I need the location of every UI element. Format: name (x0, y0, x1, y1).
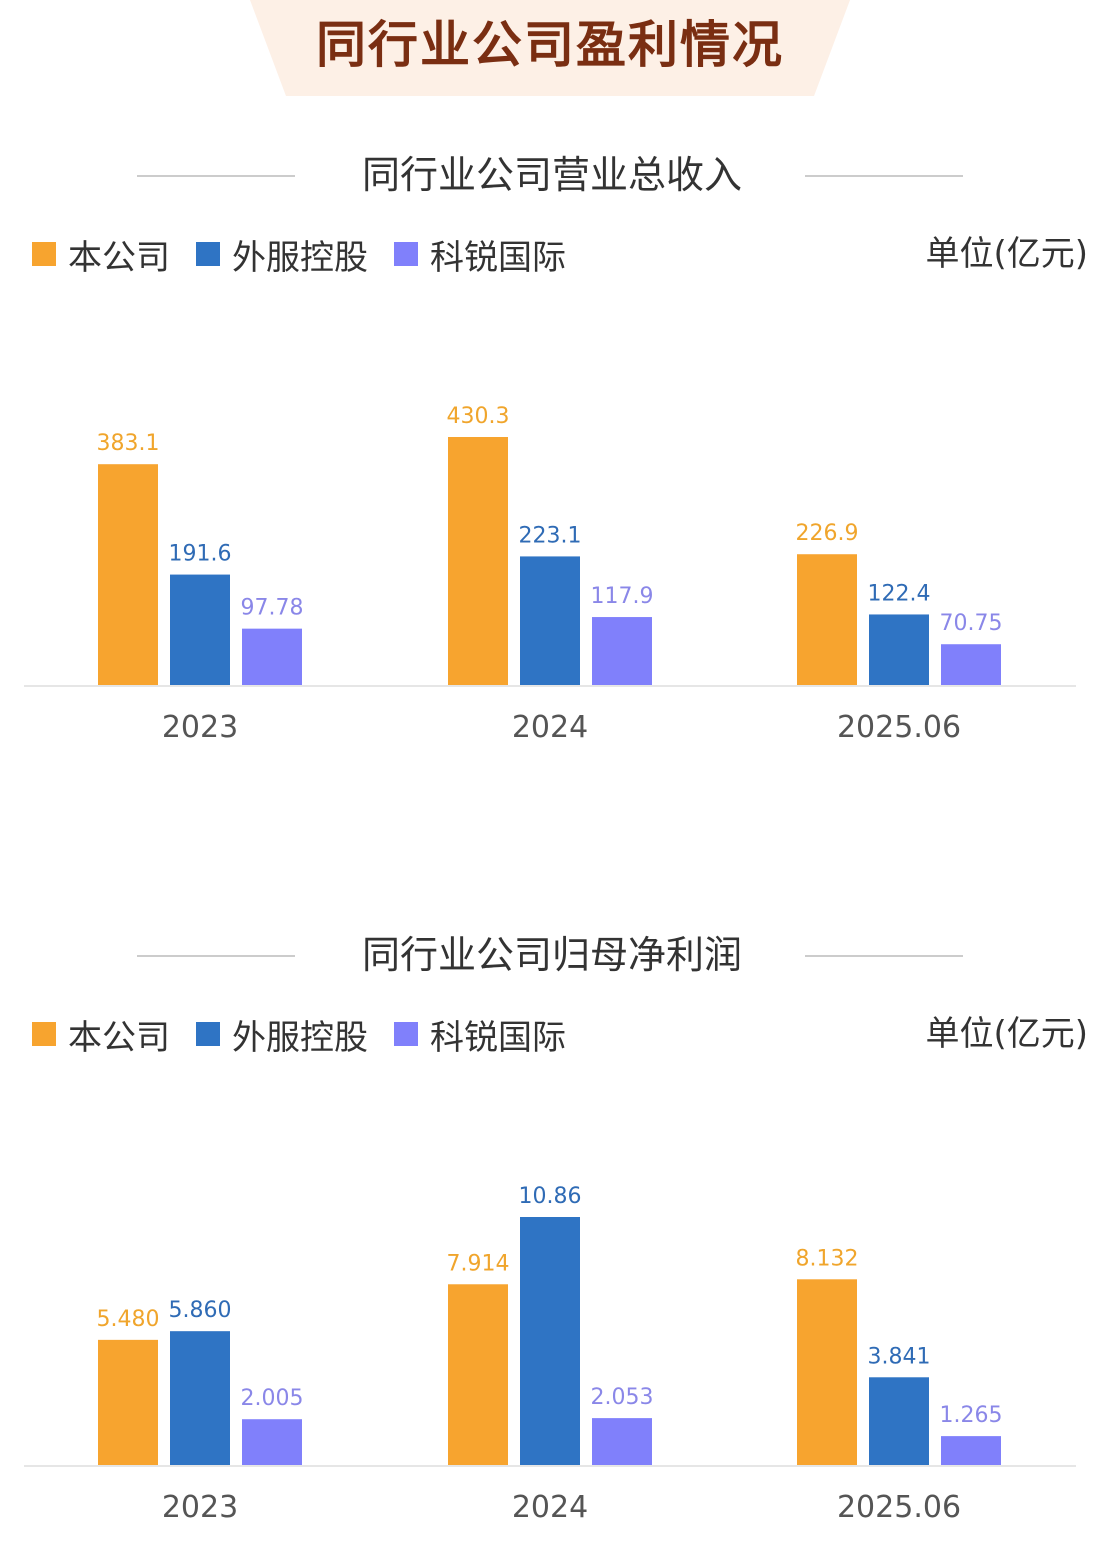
bar-value-label: 191.6 (169, 542, 232, 567)
bar-value-label: 3.841 (868, 1344, 931, 1369)
x-tick-label: 2023 (162, 1490, 238, 1525)
bar-kerui (941, 1436, 1001, 1465)
legend-item-waifu: 外服控股 (196, 1010, 368, 1059)
title-divider-right (805, 175, 963, 177)
title-banner (250, 0, 850, 96)
profit-legend: 本公司 外服控股 科锐国际 (32, 1009, 592, 1059)
bar-waifu (170, 1331, 230, 1465)
profit-chart-title: 同行业公司归母净利润 (361, 933, 742, 977)
revenue-bar-chart: 383.1 191.6 97.78 2023 430.3 223.1 117.9 2024 22… (24, 404, 1076, 745)
legend-item-kerui: 科锐国际 (394, 1010, 566, 1059)
title-divider-left (137, 175, 295, 177)
bar-value-label: 223.1 (519, 523, 582, 548)
legend-swatch (196, 242, 220, 266)
bar-value-label: 70.75 (940, 611, 1003, 636)
bar-kerui (592, 617, 652, 685)
x-tick-label: 2024 (512, 1490, 588, 1525)
bar-value-label: 430.3 (447, 404, 510, 429)
legend-item-company: 本公司 (32, 230, 170, 279)
bar-value-label: 122.4 (868, 581, 931, 606)
bar-company (797, 554, 857, 685)
revenue-chart-title: 同行业公司营业总收入 (361, 153, 742, 197)
legend-swatch (32, 242, 56, 266)
x-tick-label: 2023 (162, 710, 238, 745)
legend-label: 本公司 (68, 237, 170, 278)
legend-label: 外服控股 (232, 1017, 368, 1058)
legend-label: 科锐国际 (430, 1017, 566, 1058)
legend-swatch (394, 242, 418, 266)
bar-company (797, 1279, 857, 1465)
bar-value-label: 117.9 (591, 584, 654, 609)
legend-label: 科锐国际 (430, 237, 566, 278)
legend-label: 本公司 (68, 1017, 170, 1058)
bar-kerui (941, 644, 1001, 685)
bar-company (98, 1339, 158, 1465)
bar-value-label: 2.005 (241, 1386, 304, 1411)
legend-swatch (32, 1022, 56, 1046)
bar-kerui (242, 1419, 302, 1465)
bar-value-label: 7.914 (447, 1251, 510, 1276)
revenue-chart-section: 同行业公司营业总收入 本公司 外服控股 科锐国际 单位(亿元) 383.1 191… (0, 145, 1104, 785)
bar-value-label: 97.78 (241, 596, 304, 621)
bar-company (448, 437, 508, 685)
bar-value-label: 10.86 (519, 1184, 582, 1209)
bar-waifu (520, 556, 580, 685)
bar-company (98, 464, 158, 685)
legend-label: 外服控股 (232, 237, 368, 278)
bar-waifu (520, 1217, 580, 1465)
legend-swatch (196, 1022, 220, 1046)
legend-item-company: 本公司 (32, 1010, 170, 1059)
title-divider-left (137, 955, 295, 957)
bar-kerui (592, 1418, 652, 1465)
bar-company (448, 1284, 508, 1465)
unit-label: 单位(亿元) (925, 234, 1088, 274)
bar-value-label: 5.860 (169, 1298, 232, 1323)
bar-value-label: 226.9 (796, 521, 859, 546)
bar-value-label: 8.132 (796, 1246, 859, 1271)
revenue-legend: 本公司 外服控股 科锐国际 (32, 229, 592, 279)
x-tick-label: 2025.06 (837, 1490, 961, 1525)
profit-bar-chart: 5.480 5.860 2.005 2023 7.914 10.86 2.053 2024 8.… (24, 1184, 1076, 1525)
profit-chart-section: 同行业公司归母净利润 本公司 外服控股 科锐国际 单位(亿元) 5.480 5.8… (0, 925, 1104, 1565)
title-divider-right (805, 955, 963, 957)
page-title: 同行业公司盈利情况 (316, 16, 784, 74)
bar-value-label: 2.053 (591, 1385, 654, 1410)
unit-label: 单位(亿元) (925, 1014, 1088, 1054)
bar-value-label: 383.1 (97, 431, 160, 456)
bar-value-label: 5.480 (97, 1307, 160, 1332)
bar-waifu (170, 574, 230, 685)
legend-swatch (394, 1022, 418, 1046)
bar-kerui (242, 628, 302, 685)
bar-value-label: 1.265 (940, 1403, 1003, 1428)
x-tick-label: 2025.06 (837, 710, 961, 745)
legend-item-kerui: 科锐国际 (394, 230, 566, 279)
bar-waifu (869, 614, 929, 685)
bar-waifu (869, 1377, 929, 1465)
x-tick-label: 2024 (512, 710, 588, 745)
legend-item-waifu: 外服控股 (196, 230, 368, 279)
